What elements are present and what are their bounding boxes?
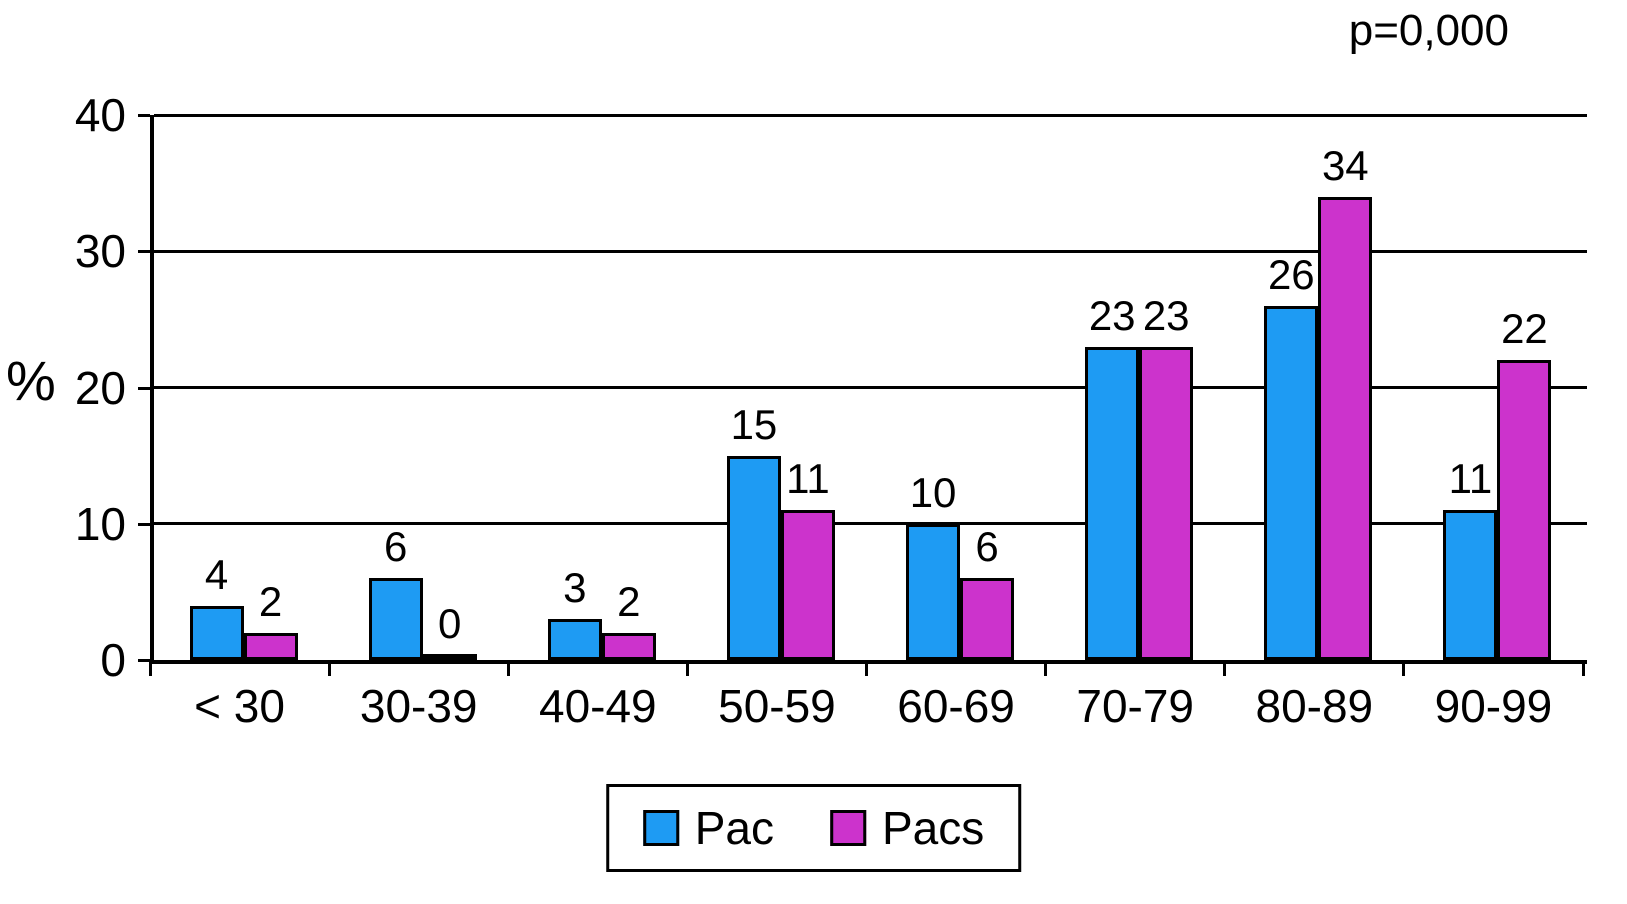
legend-swatch-pacs [830,810,866,846]
bar-value-label: 3 [563,564,587,612]
bar-pac-60-69 [906,523,961,660]
bar-value-label: 10 [909,468,957,516]
x-category-label: 30-39 [359,680,478,732]
y-tick-mark [138,250,150,254]
legend-label: Pacs [882,802,985,854]
bar-pacs-<30 [243,632,298,660]
bar-value-label: 11 [1448,455,1493,503]
y-axis-ticks: 0 10 20 30 40 [0,89,150,686]
bar-pacs-80-89 [1318,196,1373,660]
x-tick-mark [685,662,689,676]
y-tick-label: 40 [74,89,126,141]
x-tick-mark [1223,662,1227,676]
y-tick-mark [138,522,150,526]
bar-value-label: 6 [975,523,999,571]
bar-pacs-60-69 [960,578,1015,660]
bar-value-label: 23 [1142,291,1190,339]
bar-value-label: 2 [617,577,641,625]
x-category-label: < 30 [194,680,285,732]
x-category-label: 60-69 [897,680,1015,732]
y-tick-label: 30 [74,225,126,278]
gridline-20 [154,386,1587,389]
x-category-label: 70-79 [1076,680,1195,732]
x-tick-mark [865,662,868,676]
x-category-label: 90-99 [1434,680,1553,732]
bar-value-label: 15 [730,400,778,448]
bar-pac-80-89 [1264,305,1319,660]
y-tick-label: 0 [100,634,126,686]
bar-value-label: 11 [786,455,830,503]
p-value-annotation: p=0,000 [1348,6,1509,55]
bar-pacs-30-39 [422,654,477,660]
x-category-label: 40-49 [538,680,657,732]
y-tick-mark [138,659,150,662]
bar-pac-50-59 [726,455,781,660]
bar-pacs-50-59 [780,510,835,660]
y-tick-label: 20 [74,361,126,414]
legend-label: Pac [694,802,774,854]
bars-layer: 4 2 6 0 3 2 15 11 10 6 23 23 26 34 11 22 [154,115,1587,660]
legend-item-pacs: Pacs [830,801,984,855]
gridline-10 [154,522,1587,526]
x-tick-mark [148,662,152,676]
x-category-label: 50-59 [718,680,836,732]
legend-swatch-pac [642,810,679,846]
bar-value-label: 0 [438,600,462,647]
bar-value-label: 4 [204,550,229,598]
bar-pac-30-39 [368,578,423,660]
x-tick-mark [506,662,510,676]
x-tick-mark [1581,662,1585,676]
y-tick-mark [138,386,150,390]
bar-pac-<30 [189,605,244,660]
bar-value-label: 6 [384,523,408,571]
bar-value-label: 34 [1321,141,1369,189]
bar-value-label: 26 [1267,250,1315,298]
gridline-40 [154,113,1587,117]
gridline-30 [154,249,1587,253]
bar-pac-70-79 [1085,346,1140,660]
x-tick-mark [1044,662,1048,676]
plot-area: 4 2 6 0 3 2 15 11 10 6 23 23 26 34 11 22 [150,113,1587,664]
y-tick-label: 10 [74,497,126,550]
x-tick-mark [327,662,331,676]
bar-pacs-70-79 [1139,346,1194,660]
bar-pac-90-99 [1443,510,1498,660]
bar-pac-40-49 [547,619,602,660]
bar-pacs-90-99 [1497,360,1552,660]
legend: Pac Pacs [605,784,1022,872]
x-category-label: 80-89 [1255,680,1374,732]
x-tick-mark [1402,662,1406,676]
bar-value-label: 22 [1501,305,1548,353]
bar-pacs-40-49 [601,632,656,660]
y-tick-mark [138,114,150,117]
bar-value-label: 2 [258,577,283,625]
y-axis-label: % [6,349,56,412]
x-axis-category-labels: < 30 30-39 40-49 50-59 60-69 70-79 80-89 90-99 [150,680,1583,740]
legend-item-pac: Pac [642,801,774,855]
bar-value-label: 23 [1088,291,1136,339]
